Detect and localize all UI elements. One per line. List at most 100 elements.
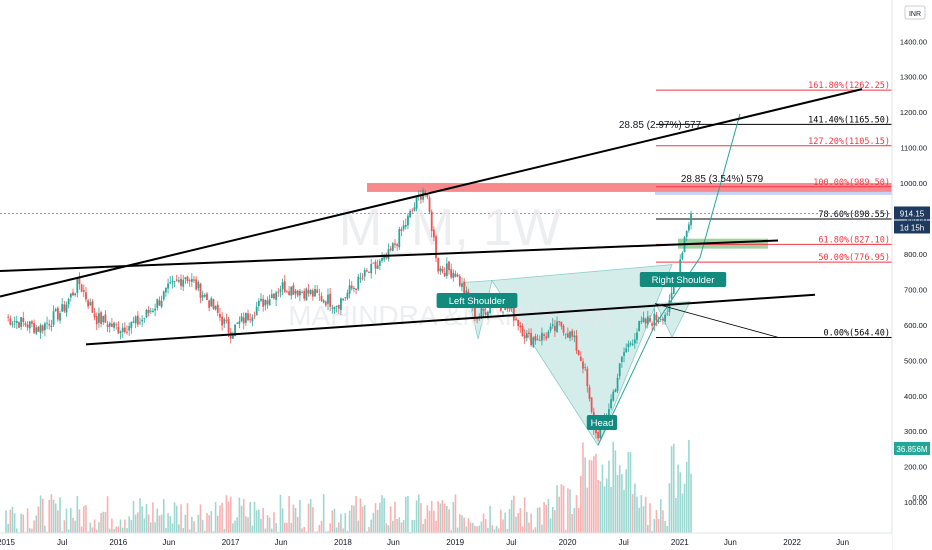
volume-bar <box>519 507 522 540</box>
candle-body <box>335 306 338 307</box>
volume-bar <box>404 496 407 540</box>
volume-bar <box>35 515 38 540</box>
volume-bar <box>70 508 72 540</box>
candle-body <box>41 325 44 331</box>
volume-bar <box>599 481 602 540</box>
candle-body <box>618 363 621 377</box>
candle-body <box>681 252 684 259</box>
volume-bar <box>634 483 636 540</box>
volume-bar <box>428 510 431 540</box>
volume-bar <box>143 518 146 540</box>
candle-body <box>314 289 316 297</box>
volume-bar <box>348 510 351 540</box>
time-tick-label: 2020 <box>559 538 577 547</box>
candle-body <box>368 271 370 273</box>
volume-bar <box>454 494 457 540</box>
volume-bar <box>584 457 586 540</box>
candle-body <box>523 335 526 339</box>
candle-body <box>597 431 600 439</box>
volume-bar <box>649 503 651 540</box>
volume-bar <box>236 517 239 540</box>
head-label-text: Head <box>591 418 614 429</box>
candle-body <box>136 315 139 325</box>
candle-body <box>569 331 571 339</box>
candle-body <box>508 307 511 309</box>
candle-body <box>139 322 141 324</box>
last-price-text: 914.15 <box>900 209 925 218</box>
candle-body <box>415 197 418 209</box>
volume-bar <box>515 516 517 540</box>
candle-body <box>257 300 260 306</box>
candle-body <box>614 389 617 392</box>
candle-body <box>372 262 375 264</box>
volume-bar <box>554 510 556 540</box>
candle-body <box>43 323 46 331</box>
candle-body <box>519 325 522 328</box>
candle-body <box>541 332 543 341</box>
volume-bar <box>78 509 81 540</box>
volume-bar <box>590 460 593 540</box>
candle-body <box>486 311 489 317</box>
candle-body <box>577 350 580 356</box>
volume-bar <box>206 513 208 540</box>
candle-body <box>642 317 645 322</box>
candle-body <box>255 306 258 316</box>
volume-bar <box>517 512 519 540</box>
candle-body <box>383 254 386 260</box>
time-axis-bg <box>0 533 892 550</box>
candle-body <box>22 317 25 322</box>
volume-bar <box>201 519 204 540</box>
volume-bar <box>575 495 578 540</box>
volume-bar <box>655 509 658 540</box>
volume-bar <box>489 505 491 540</box>
candle-body <box>458 276 461 286</box>
candle-body <box>100 312 102 324</box>
volume-bar <box>446 505 448 540</box>
candle-body <box>454 273 457 277</box>
volume-bar <box>286 522 288 540</box>
candle-body <box>85 292 87 300</box>
candle-body <box>244 312 247 323</box>
volume-bar <box>37 506 40 540</box>
candle-body <box>165 287 167 293</box>
time-tick-label: 2017 <box>222 538 240 547</box>
candle-body <box>260 298 262 301</box>
candle-body <box>538 340 541 342</box>
candle-body <box>147 309 150 314</box>
candle-body <box>63 304 66 312</box>
volume-bar <box>502 519 504 540</box>
volume-bar <box>443 503 446 540</box>
volume-bar <box>72 517 74 540</box>
volume-bar <box>528 522 530 540</box>
price-tick-label: 1000.00 <box>900 179 927 188</box>
volume-bar <box>39 495 42 540</box>
time-axis[interactable]: 2015 Jul 2016 Jun 2017 Jun 2018 Jun 2019 Jul 2020 J… <box>0 532 892 550</box>
volume-bar <box>175 505 178 540</box>
candle-body <box>35 327 38 334</box>
candle-body <box>270 294 273 299</box>
candle-body <box>409 211 412 218</box>
candle-body <box>553 325 556 331</box>
candle-body <box>400 229 403 231</box>
candle-body <box>18 322 20 328</box>
volume-bar <box>688 439 690 540</box>
candle-body <box>616 377 619 391</box>
candle-body <box>517 320 520 327</box>
candle-body <box>169 282 172 284</box>
volume-bar <box>54 503 57 540</box>
volume-bar <box>670 446 673 540</box>
volume-bar <box>57 510 59 540</box>
candle-body <box>199 283 202 298</box>
candle-body <box>33 323 35 333</box>
volume-bar <box>469 522 472 540</box>
candle-body <box>74 293 77 296</box>
volume-bar <box>385 523 388 540</box>
candle-body <box>106 324 109 328</box>
volume-bar <box>320 520 323 540</box>
volume-bar <box>238 497 241 540</box>
candle-body <box>560 321 563 327</box>
volume-bar <box>124 519 126 540</box>
candle-body <box>80 284 83 292</box>
